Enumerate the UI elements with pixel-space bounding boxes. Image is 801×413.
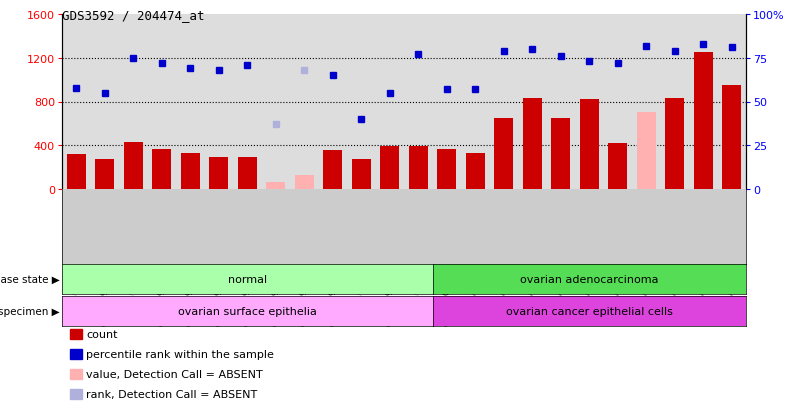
Bar: [494, 119, 513, 190]
Bar: [124, 142, 143, 190]
Text: rank, Detection Call = ABSENT: rank, Detection Call = ABSENT: [86, 389, 257, 399]
Bar: [523, 99, 541, 190]
Bar: [352, 160, 371, 190]
Bar: [694, 53, 713, 190]
Text: disease state ▶: disease state ▶: [0, 274, 60, 284]
Text: percentile rank within the sample: percentile rank within the sample: [86, 349, 274, 359]
Bar: [152, 149, 171, 190]
Bar: [295, 176, 313, 190]
Bar: [380, 147, 399, 190]
Bar: [437, 149, 456, 190]
Bar: [723, 86, 741, 190]
Text: ovarian adenocarcinoma: ovarian adenocarcinoma: [520, 274, 658, 284]
Text: count: count: [86, 329, 118, 339]
Bar: [210, 158, 228, 190]
Text: specimen ▶: specimen ▶: [0, 306, 60, 316]
Bar: [637, 113, 655, 190]
Bar: [580, 100, 598, 190]
Bar: [551, 119, 570, 190]
Text: ovarian cancer epithelial cells: ovarian cancer epithelial cells: [505, 306, 673, 316]
Bar: [666, 99, 684, 190]
Bar: [181, 154, 199, 190]
Bar: [95, 160, 114, 190]
Bar: [267, 183, 285, 190]
Text: value, Detection Call = ABSENT: value, Detection Call = ABSENT: [86, 369, 263, 379]
Text: normal: normal: [227, 274, 267, 284]
Bar: [466, 154, 485, 190]
Bar: [609, 144, 627, 190]
Text: GDS3592 / 204474_at: GDS3592 / 204474_at: [62, 9, 204, 22]
Bar: [238, 158, 256, 190]
Text: ovarian surface epithelia: ovarian surface epithelia: [178, 306, 316, 316]
Bar: [67, 154, 86, 190]
Bar: [324, 150, 342, 190]
Bar: [409, 147, 428, 190]
